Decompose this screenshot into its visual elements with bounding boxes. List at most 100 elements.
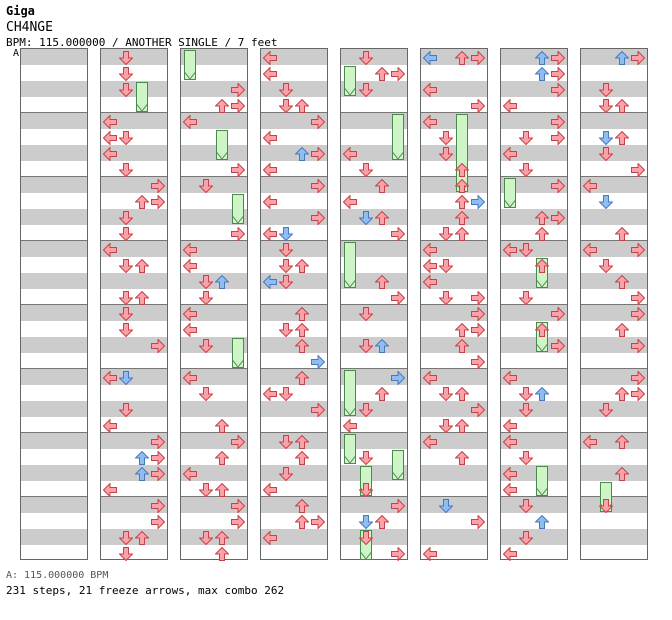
arrow-right-icon [391, 498, 406, 517]
arrow-down-icon [278, 322, 294, 341]
arrow-up-icon [534, 50, 550, 69]
measure-line [341, 112, 407, 113]
chart-column [260, 48, 328, 560]
arrow-left-icon [182, 322, 197, 341]
freeze-arrow-up [535, 466, 549, 500]
arrow-right-icon [151, 466, 166, 485]
arrow-down-icon [518, 162, 534, 181]
arrow-down-icon [518, 498, 534, 517]
arrow-right-icon [391, 370, 406, 389]
arrow-right-icon [231, 98, 246, 117]
arrow-down-icon [358, 482, 374, 501]
chart-column [340, 48, 408, 562]
arrow-left-icon [262, 194, 277, 213]
arrow-left-icon [502, 370, 517, 389]
arrow-down-icon [598, 130, 614, 149]
arrow-up-icon [454, 450, 470, 469]
arrow-down-icon [278, 82, 294, 101]
chart-column [20, 48, 88, 560]
arrow-down-icon [278, 98, 294, 117]
measure-line [581, 176, 647, 177]
arrow-up-icon [214, 274, 230, 293]
arrow-up-icon [534, 210, 550, 229]
arrow-up-icon [134, 450, 150, 469]
arrow-down-icon [358, 338, 374, 357]
arrow-down-icon [598, 402, 614, 421]
measure-line [261, 368, 327, 369]
arrow-right-icon [631, 338, 646, 357]
arrow-left-icon [422, 242, 437, 261]
arrow-up-icon [134, 466, 150, 485]
arrow-up-icon [214, 450, 230, 469]
arrow-up-icon [534, 514, 550, 533]
freeze-arrow-left [343, 370, 357, 420]
measure-line [421, 432, 487, 433]
arrow-right-icon [631, 306, 646, 325]
chart-column [420, 48, 488, 562]
arrow-down-icon [598, 498, 614, 517]
arrow-up-icon [294, 498, 310, 517]
arrow-down-icon [358, 514, 374, 533]
arrow-up-icon [294, 146, 310, 165]
arrow-up-icon [294, 450, 310, 469]
arrow-right-icon [551, 50, 566, 69]
arrow-right-icon [151, 498, 166, 517]
arrow-left-icon [422, 546, 437, 565]
arrow-left-icon [422, 370, 437, 389]
arrow-right-icon [471, 290, 486, 309]
arrow-left-icon [262, 130, 277, 149]
measure-line [261, 112, 327, 113]
arrow-down-icon [118, 226, 134, 245]
arrow-down-icon [118, 370, 134, 389]
arrow-up-icon [614, 386, 630, 405]
arrow-right-icon [471, 50, 486, 69]
arrow-right-icon [551, 66, 566, 85]
arrow-left-icon [182, 242, 197, 261]
arrow-right-icon [231, 514, 246, 533]
arrow-right-icon [631, 290, 646, 309]
arrow-up-icon [534, 386, 550, 405]
arrow-up-icon [374, 386, 390, 405]
arrow-left-icon [422, 114, 437, 133]
arrow-down-icon [358, 450, 374, 469]
measure-line [421, 496, 487, 497]
arrow-down-icon [598, 194, 614, 213]
measure-line [261, 304, 327, 305]
arrow-up-icon [294, 98, 310, 117]
arrow-left-icon [502, 434, 517, 453]
arrow-right-icon [631, 162, 646, 181]
arrow-left-icon [422, 434, 437, 453]
arrow-down-icon [118, 402, 134, 421]
arrow-left-icon [342, 146, 357, 165]
arrow-left-icon [182, 306, 197, 325]
arrow-left-icon [422, 258, 437, 277]
step-statistics: 231 steps, 21 freeze arrows, max combo 2… [6, 584, 285, 597]
arrow-left-icon [582, 242, 597, 261]
measure-line [581, 112, 647, 113]
arrow-left-icon [262, 274, 277, 293]
freeze-arrow-right [231, 194, 245, 228]
arrow-up-icon [614, 50, 630, 69]
arrow-up-icon [214, 98, 230, 117]
arrow-right-icon [151, 514, 166, 533]
arrow-left-icon [262, 66, 277, 85]
arrow-right-icon [151, 194, 166, 213]
arrow-right-icon [311, 402, 326, 421]
arrow-left-icon [342, 194, 357, 213]
arrow-down-icon [438, 258, 454, 277]
arrow-down-icon [278, 386, 294, 405]
arrow-up-icon [534, 66, 550, 85]
measure-line [501, 304, 567, 305]
measure-line [21, 176, 87, 177]
freeze-arrow-left [343, 242, 357, 292]
freeze-arrow-left [343, 66, 357, 100]
arrow-down-icon [198, 290, 214, 309]
arrow-up-icon [134, 258, 150, 277]
measure-line [581, 240, 647, 241]
arrow-down-icon [278, 226, 294, 245]
measure-line [581, 304, 647, 305]
arrow-left-icon [262, 530, 277, 549]
arrow-left-icon [262, 482, 277, 501]
arrow-right-icon [471, 98, 486, 117]
arrow-up-icon [454, 418, 470, 437]
